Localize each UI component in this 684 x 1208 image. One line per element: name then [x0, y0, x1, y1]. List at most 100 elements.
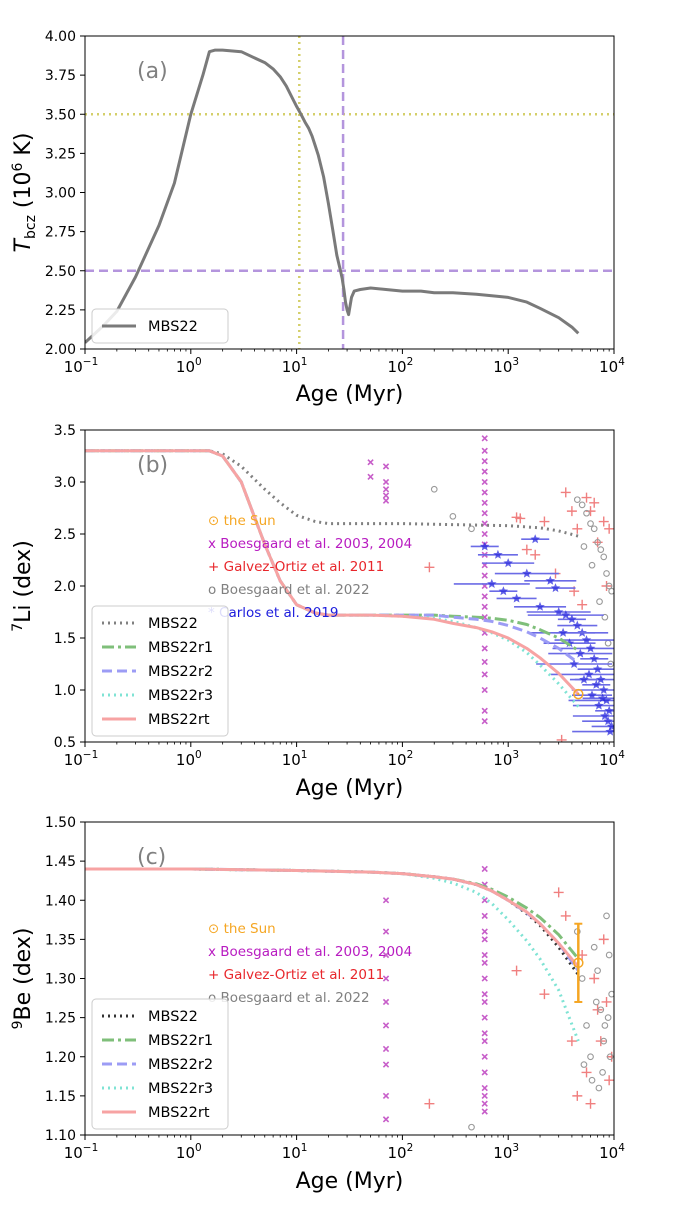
x-tick-label: 100 — [176, 749, 202, 769]
obs-point-carlos_2019 — [530, 534, 540, 544]
chart-panel-c: 10−1 100 101 102 103 104 1.10 1.15 1.20 1.25 1.30 1… — [10, 815, 625, 1194]
obs-point-boesgaard_2003_2004 — [382, 897, 390, 904]
obs-point-boesgaard_2003_2004 — [481, 928, 488, 935]
obs-point-carlos_2019 — [511, 593, 522, 603]
obs-point-boesgaard_2003_2004 — [382, 1022, 390, 1029]
obs-point-boesgaard_2003_2004 — [367, 473, 374, 480]
obs-point-boesgaard_2022 — [600, 553, 608, 561]
obs-point-galvez_ortiz_2011 — [515, 513, 526, 524]
obs-point-galvez_ortiz_2011 — [598, 934, 609, 945]
obs-point-carlos_2019 — [605, 726, 614, 736]
obs-point-boesgaard_2022 — [590, 943, 598, 951]
y-tick-label: 3.25 — [45, 146, 76, 162]
obs-point-carlos_2019 — [604, 705, 614, 715]
obs-point-boesgaard_2003_2004 — [481, 671, 488, 678]
obs-point-boesgaard_2003_2004 — [382, 998, 390, 1006]
obs-point-boesgaard_2003_2004 — [481, 959, 488, 967]
obs-point-carlos_2019 — [589, 653, 599, 663]
obs-point-boesgaard_2003_2004 — [481, 468, 488, 475]
obs-point-galvez_ortiz_2011 — [572, 1090, 583, 1101]
obs-point-boesgaard_2022 — [594, 967, 601, 975]
obs-point-boesgaard_2003_2004 — [481, 499, 488, 506]
obs-point-boesgaard_2022 — [608, 587, 614, 595]
obs-point-galvez_ortiz_2011 — [589, 497, 600, 508]
annotation-text: * Carlos et al. 2019 — [208, 605, 338, 621]
y-axis-label: 9Be (dex) — [10, 928, 36, 1030]
y-tick-label: 3.00 — [45, 186, 76, 202]
obs-point-boesgaard_2022 — [580, 1061, 588, 1068]
x-tick-label: 10−1 — [64, 749, 99, 769]
obs-point-carlos_2019 — [561, 610, 571, 620]
obs-point-carlos_2019 — [550, 583, 561, 593]
obs-point-boesgaard_2003_2004 — [382, 492, 390, 499]
panel-label: (b) — [137, 453, 168, 478]
y-tick-label: 3.50 — [45, 107, 76, 123]
obs-point-boesgaard_2003_2004 — [481, 489, 488, 496]
obs-point-boesgaard_2003_2004 — [481, 572, 488, 579]
y-tick-label: 4.00 — [45, 29, 76, 45]
obs-point-boesgaard_2003_2004 — [382, 951, 390, 959]
y-tick-label: 2.00 — [45, 342, 76, 358]
y-tick-label: 1.25 — [45, 1011, 76, 1027]
obs-point-boesgaard_2022 — [599, 1069, 606, 1076]
y-tick-label: 2.0 — [54, 579, 76, 595]
plot-area — [85, 435, 614, 742]
legend-entry-label: MBS22r3 — [148, 688, 213, 704]
y-tick-label: 3.5 — [54, 423, 76, 439]
x-tick-label: 104 — [599, 1142, 625, 1162]
obs-point-boesgaard_2022 — [583, 509, 590, 517]
obs-point-boesgaard_2003_2004 — [382, 497, 390, 504]
legend-entry-label: MBS22r2 — [148, 1057, 213, 1073]
obs-point-galvez_ortiz_2011 — [592, 537, 603, 548]
obs-point-boesgaard_2003_2004 — [481, 478, 488, 486]
y-tick-label: 2.50 — [45, 264, 76, 280]
obs-point-carlos_2019 — [603, 716, 613, 726]
obs-point-boesgaard_2022 — [449, 512, 457, 520]
y-axis-label: Tbcz (106 K) — [10, 133, 39, 253]
obs-point-galvez_ortiz_2011 — [604, 523, 614, 534]
obs-point-boesgaard_2003_2004 — [382, 975, 390, 982]
chart-panel-b: 10−1 100 101 102 103 104 0.5 1.0 1.5 2.0 2.5 3.0 3.5… — [10, 423, 625, 801]
obs-point-galvez_ortiz_2011 — [560, 910, 571, 921]
obs-point-galvez_ortiz_2011 — [530, 549, 541, 560]
obs-point-boesgaard_2022 — [605, 951, 613, 959]
obs-point-boesgaard_2003_2004 — [481, 593, 488, 600]
y-tick-label: 2.5 — [54, 527, 76, 543]
obs-point-galvez_ortiz_2011 — [566, 506, 577, 517]
obs-point-carlos_2019 — [575, 648, 585, 658]
obs-point-boesgaard_2003_2004 — [481, 1092, 488, 1100]
obs-point-boesgaard_2003_2004 — [481, 1014, 488, 1021]
legend-entry-label: MBS22r1 — [148, 640, 213, 656]
obs-point-galvez_ortiz_2011 — [598, 516, 609, 527]
obs-point-galvez_ortiz_2011 — [572, 523, 583, 534]
obs-point-boesgaard_2022 — [592, 998, 600, 1006]
x-tick-label: 102 — [388, 1142, 414, 1162]
sun-marker — [573, 688, 584, 700]
obs-point-boesgaard_2003_2004 — [481, 1108, 488, 1115]
obs-point-boesgaard_2003_2004 — [481, 1084, 488, 1092]
obs-point-boesgaard_2003_2004 — [382, 478, 390, 486]
obs-point-boesgaard_2003_2004 — [382, 486, 390, 493]
obs-point-boesgaard_2022 — [595, 1084, 603, 1092]
x-tick-label: 103 — [493, 749, 519, 769]
y-tick-label: 1.35 — [45, 932, 76, 948]
chart-panel-a: 10−1 100 101 102 103 104 2.00 2.25 2.50 2.75 3.00 3… — [10, 29, 625, 407]
obs-point-carlos_2019 — [545, 575, 556, 585]
obs-point-carlos_2019 — [487, 578, 497, 588]
y-tick-label: 1.45 — [45, 854, 76, 870]
legend-entry-label: MBS22rt — [148, 1105, 210, 1121]
obs-point-carlos_2019 — [594, 700, 604, 710]
obs-point-boesgaard_2022 — [600, 1037, 608, 1045]
obs-point-boesgaard_2003_2004 — [481, 447, 488, 454]
y-tick-label: 3.0 — [54, 475, 76, 491]
obs-point-carlos_2019 — [581, 635, 592, 645]
obs-point-carlos_2019 — [597, 693, 608, 703]
y-tick-label: 1.40 — [45, 893, 76, 909]
y-tick-label: 2.25 — [45, 303, 76, 319]
obs-point-galvez_ortiz_2011 — [601, 996, 612, 1007]
obs-point-boesgaard_2003_2004 — [382, 1061, 390, 1068]
legend-entry-label: MBS22r3 — [148, 1081, 213, 1097]
obs-point-boesgaard_2003_2004 — [481, 686, 488, 694]
obs-point-galvez_ortiz_2011 — [585, 1098, 596, 1109]
